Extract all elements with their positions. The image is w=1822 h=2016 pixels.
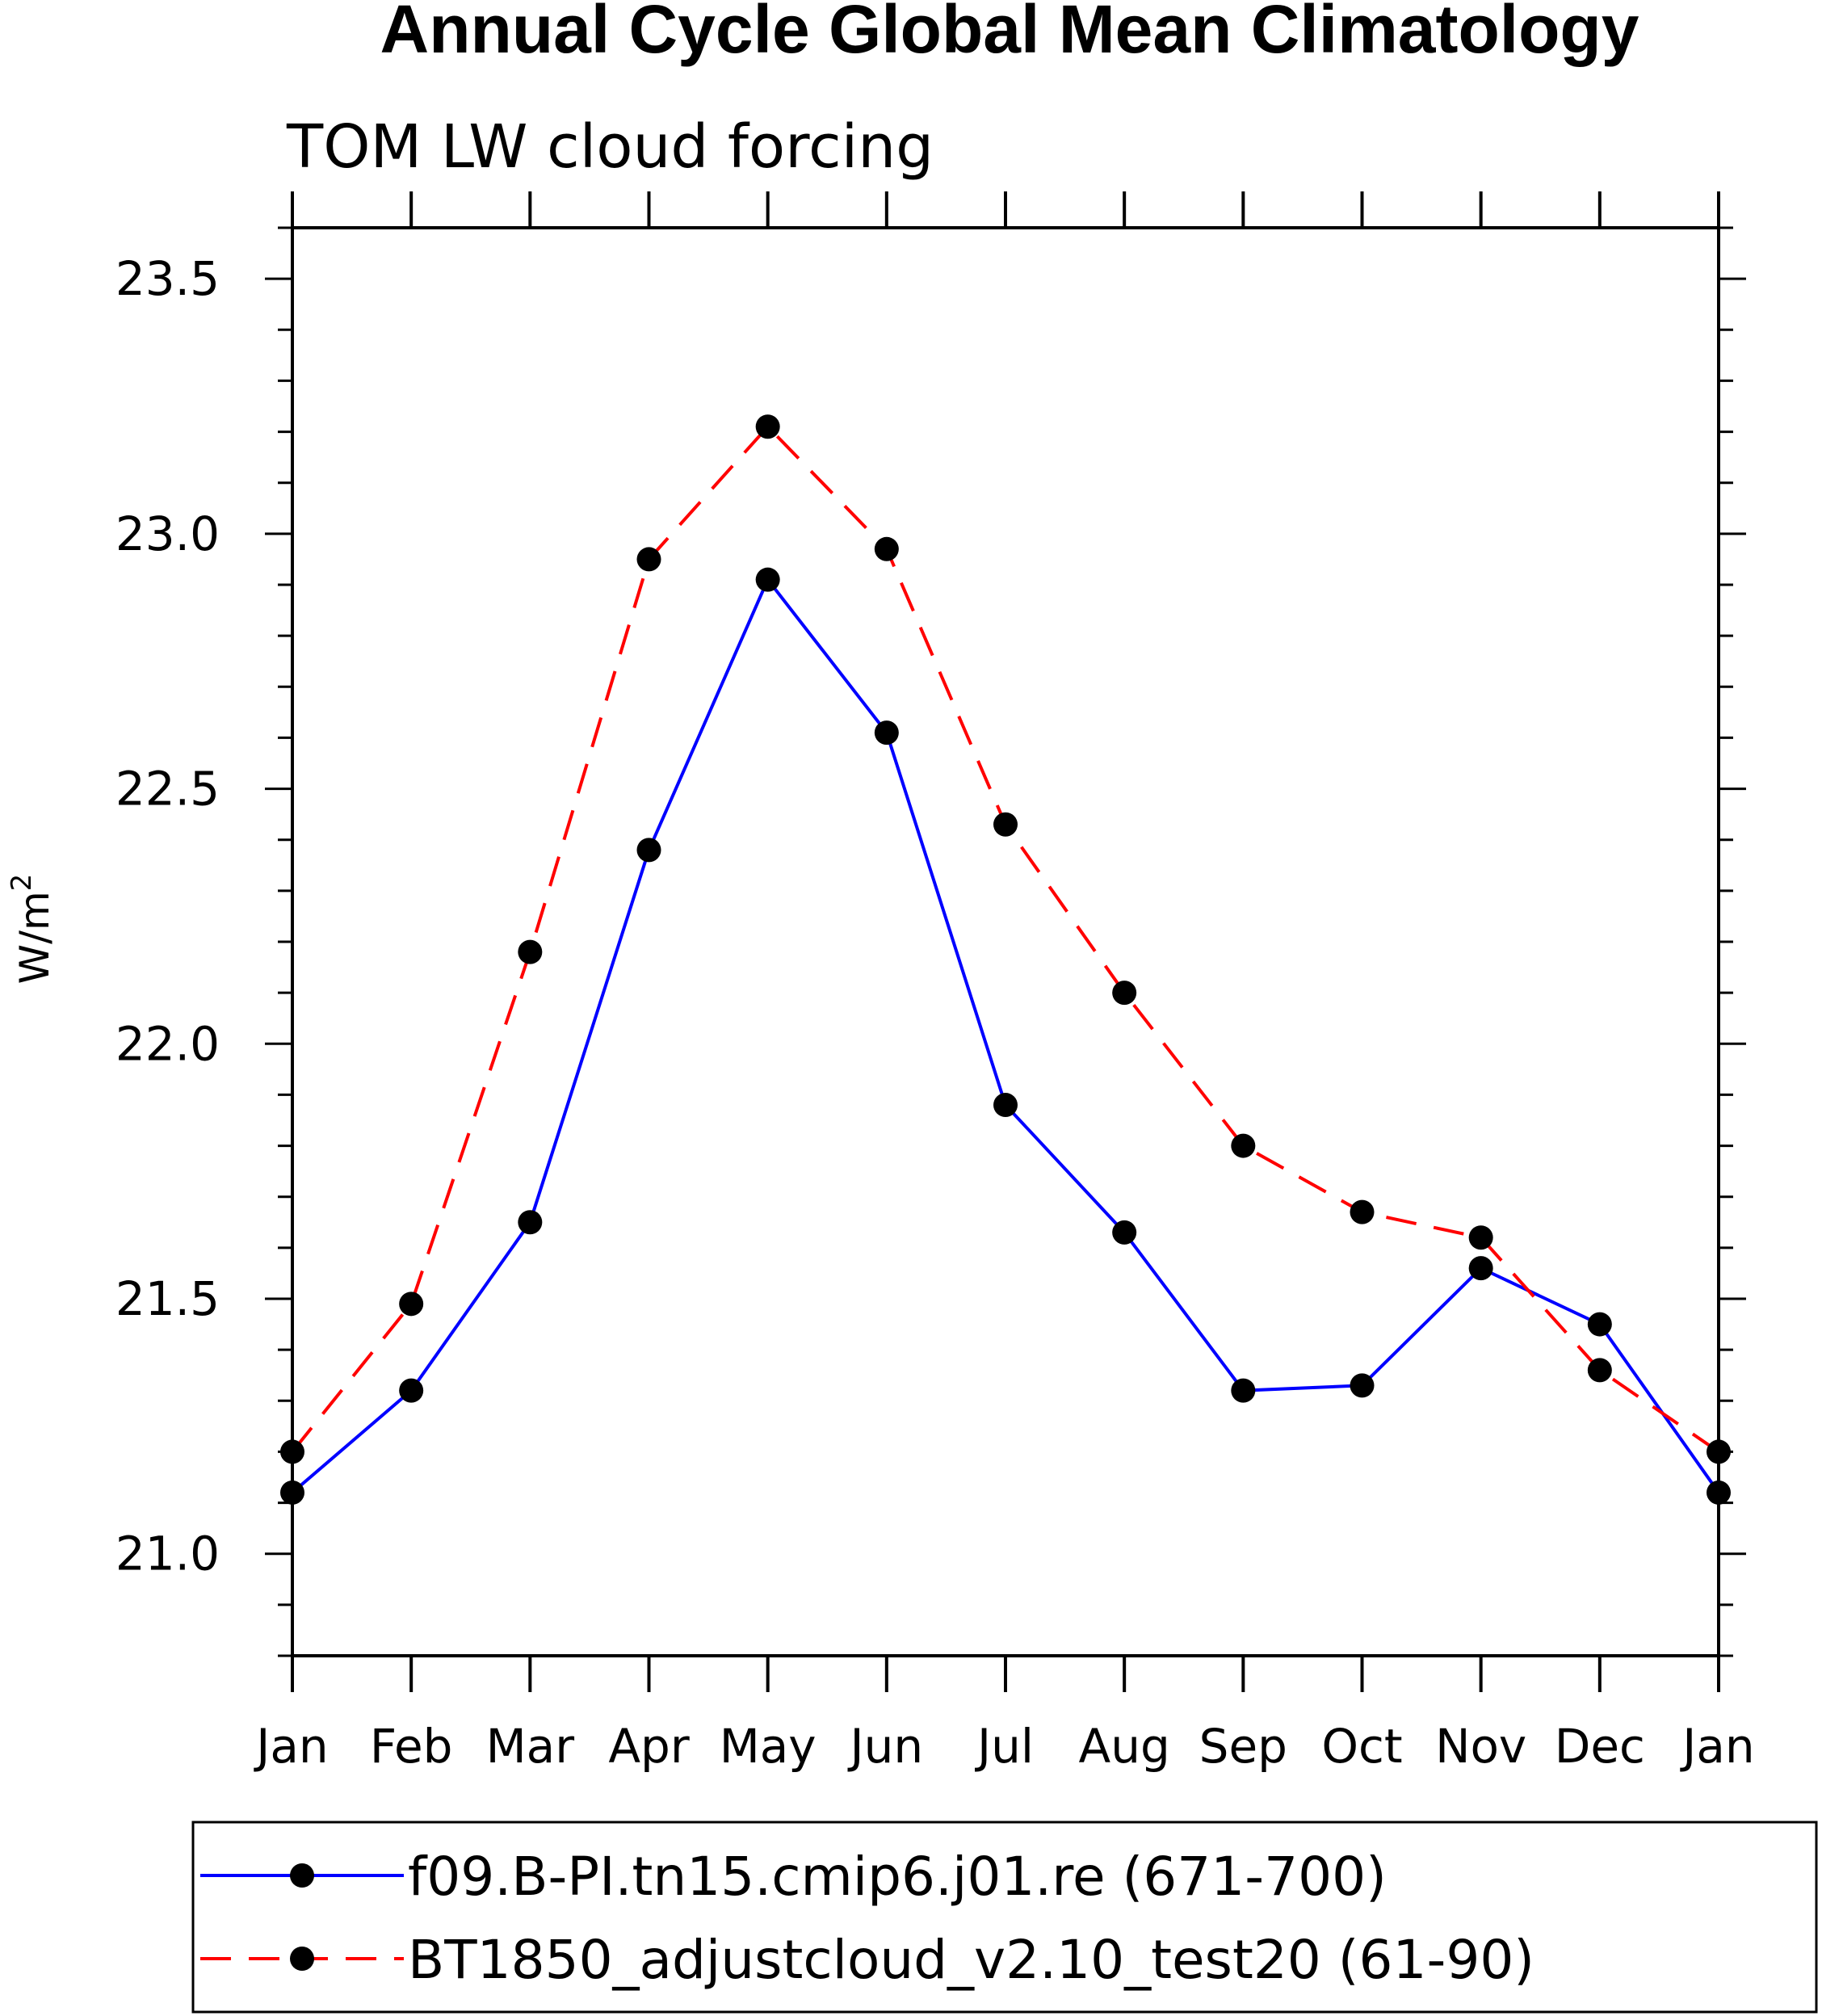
data-point — [874, 536, 899, 561]
data-point — [280, 1439, 304, 1464]
data-point — [1468, 1225, 1493, 1250]
axes: Jan Feb Mar Apr May Jun Jul Aug Sep Oct Nov Dec Jan 2… — [115, 191, 1755, 1774]
data-point — [1231, 1133, 1256, 1158]
y-tick-label: 22.5 — [115, 762, 220, 817]
data-point — [399, 1292, 424, 1317]
data-point — [1468, 1256, 1493, 1281]
data-point — [1112, 981, 1137, 1006]
chart-subtitle: TOM LW cloud forcing — [286, 112, 934, 182]
legend-label: BT1850_adjustcloud_v2.10_test20 (61-90) — [408, 1929, 1534, 1991]
x-tick-label: Feb — [370, 1719, 453, 1774]
legend-label: f09.B-PI.tn15.cmip6.j01.re (671-700) — [408, 1846, 1387, 1908]
x-tick-label: Jun — [848, 1719, 924, 1774]
x-tick-label: Mar — [486, 1719, 575, 1774]
x-tick-label: Apr — [608, 1719, 689, 1774]
y-tick-label: 21.5 — [115, 1271, 220, 1326]
x-tick-label: Jul — [975, 1719, 1034, 1774]
data-point — [1587, 1312, 1612, 1337]
legend-box — [191, 1821, 1818, 2014]
y-axis-label-superscript: 2 — [6, 874, 38, 892]
data-point — [399, 1378, 424, 1403]
x-tick-label: Oct — [1321, 1719, 1402, 1774]
svg-text:W/m2: W/m2 — [6, 874, 58, 985]
legend-marker — [290, 1863, 314, 1888]
x-tick-label: May — [720, 1719, 817, 1774]
series-line — [291, 424, 1720, 1454]
y-tick-label: 23.0 — [115, 506, 220, 561]
data-point — [636, 838, 661, 863]
chart-title: Annual Cycle Global Mean Climatology — [380, 0, 1639, 67]
y-axis-label: W/m2 — [6, 874, 58, 985]
data-point — [1707, 1480, 1731, 1505]
x-tick-label: Sep — [1199, 1719, 1287, 1774]
plot-frame — [291, 226, 1720, 1657]
data-point — [1350, 1199, 1375, 1224]
legend-marker — [290, 1947, 314, 1971]
y-tick-label: 23.5 — [115, 251, 220, 306]
data-point — [1707, 1439, 1731, 1464]
y-axis-label-text: W/m — [11, 891, 58, 984]
data-point — [755, 414, 780, 439]
data-point — [1587, 1358, 1612, 1383]
x-tick-label: Aug — [1079, 1719, 1170, 1774]
y-tick-label: 21.0 — [115, 1527, 220, 1581]
data-point — [1231, 1378, 1256, 1403]
data-point — [755, 567, 780, 592]
data-point — [636, 547, 661, 572]
data-point — [993, 812, 1018, 837]
y-tick-label: 22.0 — [115, 1016, 220, 1071]
data-point — [280, 1480, 304, 1505]
x-tick-label: Jan — [1680, 1719, 1754, 1774]
data-point — [874, 720, 899, 746]
series-layer — [280, 414, 1731, 1505]
x-tick-label: Jan — [254, 1719, 328, 1774]
data-point — [993, 1093, 1018, 1118]
data-point — [1350, 1373, 1375, 1398]
legend: f09.B-PI.tn15.cmip6.j01.re (671-700) BT18… — [191, 1821, 1818, 2014]
data-point — [518, 939, 543, 964]
x-tick-label: Nov — [1435, 1719, 1526, 1774]
series-line — [291, 576, 1720, 1494]
x-tick-label: Dec — [1555, 1719, 1645, 1774]
data-point — [1112, 1220, 1137, 1245]
data-point — [518, 1210, 543, 1235]
